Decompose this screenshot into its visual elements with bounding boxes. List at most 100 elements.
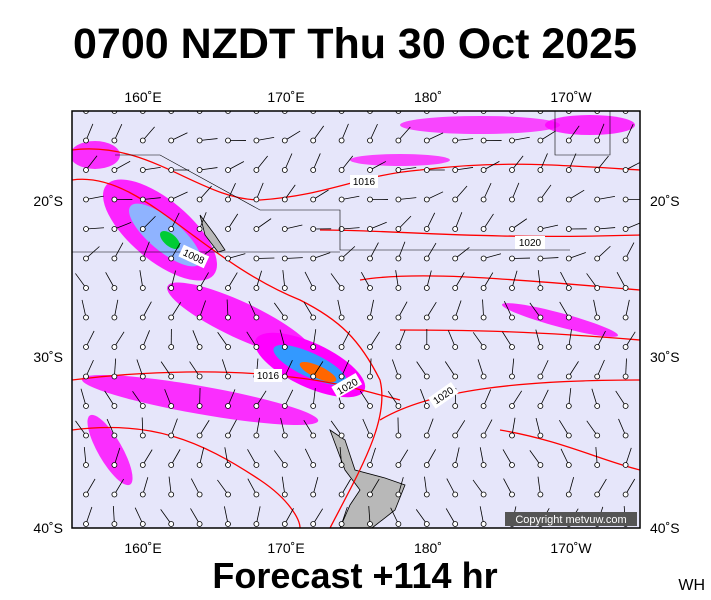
barb-station (565, 285, 572, 291)
barb-station (310, 373, 317, 380)
barb-staff (142, 330, 150, 348)
barb-station (83, 137, 89, 144)
barb-staff (114, 358, 117, 377)
barb-staff (284, 153, 293, 171)
barb-staff (171, 111, 172, 112)
barb-staff (445, 508, 456, 525)
barb-station (423, 196, 430, 203)
barb-staff (540, 224, 559, 230)
barb-station (509, 196, 515, 203)
barb-station (480, 521, 487, 527)
map: 1016 1008 1020 1016 1020 1020 Copyright … (71, 110, 641, 529)
barb-staff (625, 447, 632, 466)
barb-station (83, 226, 89, 232)
barb-station (452, 285, 459, 291)
barb-station (452, 314, 459, 321)
barb-staff (568, 361, 579, 377)
barb-station (338, 314, 345, 321)
barb-staff (256, 506, 261, 525)
barb-staff (597, 196, 616, 200)
barb-staff (114, 299, 119, 318)
barb-staff (454, 272, 465, 289)
barb-station (111, 491, 118, 498)
barb-staff (595, 447, 598, 466)
barb-station (509, 167, 515, 173)
barb-station (225, 196, 231, 203)
barb-staff (455, 138, 474, 141)
barb-station (281, 491, 288, 498)
barb-station (565, 491, 572, 498)
barb-staff (284, 389, 294, 407)
barb-station (338, 491, 345, 498)
barb-staff (568, 189, 585, 200)
barb-station (452, 167, 459, 173)
barb-station (281, 196, 288, 203)
barb-staff (540, 360, 549, 377)
barb-station (111, 255, 118, 262)
barb-staff (221, 359, 229, 377)
barb-station (168, 226, 175, 232)
barb-staff (227, 161, 245, 171)
barb-station (338, 373, 345, 380)
barb-staff (190, 478, 200, 495)
barb-staff (199, 420, 210, 436)
barb-staff (170, 418, 178, 436)
barb-station (83, 491, 89, 498)
barb-station (168, 255, 175, 262)
barb-staff (142, 126, 155, 141)
barb-station (281, 285, 288, 291)
barb-staff (86, 111, 87, 112)
barb-station (168, 491, 175, 498)
barb-staff (247, 449, 257, 466)
barb-station (168, 373, 175, 380)
barb-staff (81, 299, 87, 318)
barb-station (253, 462, 260, 468)
barb-station (395, 196, 402, 203)
barb-station (196, 314, 203, 321)
barb-station (537, 462, 544, 468)
barb-staff (312, 361, 324, 377)
barb-staff (312, 153, 321, 171)
barb-station (509, 255, 515, 262)
barb-staff (416, 361, 428, 377)
barb-station (395, 314, 402, 321)
barb-station (281, 403, 288, 409)
barb-station (196, 462, 203, 468)
barb-staff (398, 330, 406, 348)
barb-station (452, 521, 459, 527)
barb-staff (303, 419, 314, 436)
barb-staff (426, 212, 436, 230)
right-label: 20˚S (650, 193, 680, 209)
barb-station (423, 432, 430, 439)
barb-staff (420, 389, 428, 407)
barb-station (111, 285, 118, 291)
barb-staff (540, 184, 552, 200)
barb-station (225, 344, 231, 350)
top-label: 170˚W (550, 89, 592, 105)
barb-station (537, 314, 544, 321)
barb-staff (369, 358, 372, 377)
barb-station (452, 373, 459, 380)
barb-staff (398, 301, 408, 318)
barb-staff (132, 391, 144, 407)
barb-staff (479, 447, 484, 466)
barb-station (139, 462, 146, 468)
barb-station (594, 255, 601, 262)
barb-staff (171, 191, 188, 200)
barb-staff (415, 509, 428, 525)
barb-staff (454, 420, 466, 436)
barb-station (168, 285, 175, 291)
barb-staff (360, 272, 371, 289)
barb-station (367, 521, 373, 527)
barb-staff (85, 155, 98, 171)
barb-staff (284, 184, 296, 200)
barb-staff (426, 418, 434, 436)
barb-staff (199, 212, 207, 230)
barb-station (367, 432, 373, 439)
barb-station (537, 167, 544, 173)
barb-staff (106, 418, 115, 436)
barb-staff (83, 447, 87, 466)
barb-station (367, 167, 373, 173)
barb-station (310, 462, 317, 468)
barb-station (253, 521, 260, 527)
